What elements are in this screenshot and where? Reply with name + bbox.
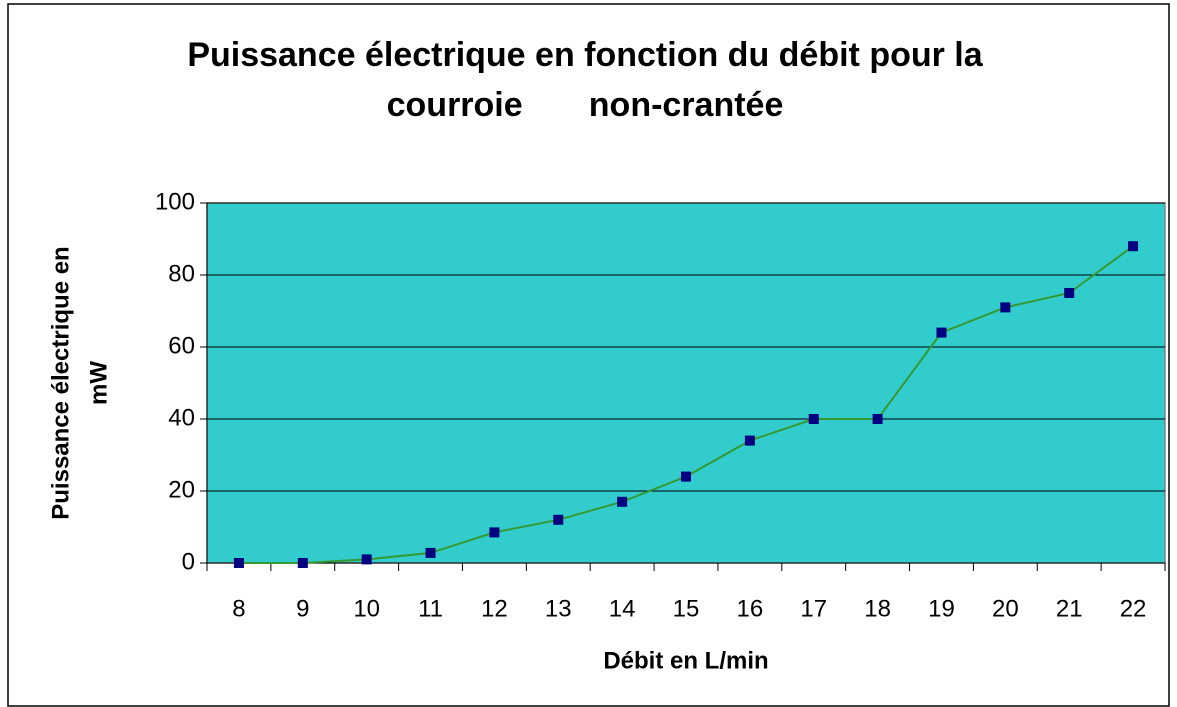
data-point [936,327,947,338]
data-point [297,558,308,568]
y-tick-label: 80 [168,260,195,287]
x-tick-label: 18 [864,595,891,622]
data-point [1000,302,1011,313]
data-point [361,554,372,565]
x-tick-label: 11 [418,595,443,622]
data-point [808,414,819,424]
y-tick-label: 20 [168,476,195,503]
x-tick-label: 16 [737,595,764,622]
x-tick-label: 13 [545,595,572,622]
data-point [425,547,436,558]
y-tick-label: 0 [182,548,195,575]
chart-title: courroie non-crantée [387,86,784,124]
data-point [681,471,691,482]
chart-title: Puissance électrique en fonction du débi… [187,36,983,74]
y-tick-label: 100 [155,188,195,215]
x-tick-label: 12 [481,595,508,622]
x-tick-label: 19 [928,595,955,622]
x-tick-label: 9 [296,595,309,622]
x-tick-label: 22 [1120,595,1147,622]
x-tick-label: 15 [673,595,700,622]
x-tick-label: 17 [800,595,827,622]
x-tick-label: 10 [353,595,380,622]
y-tick-label: 60 [168,332,195,359]
plot-area [206,202,1166,564]
x-tick-label: 14 [609,595,636,622]
y-tick-label: 40 [168,404,195,431]
data-point [744,435,755,446]
x-tick-label: 21 [1056,595,1083,622]
data-point [1128,241,1139,252]
data-point [872,414,883,424]
x-tick-label: 20 [992,595,1019,622]
y-axis-title: Puissance électrique en [47,246,74,519]
data-point [489,527,500,538]
x-axis-title: Débit en L/min [603,647,768,674]
x-tick-label: 8 [232,595,245,622]
y-axis-title: mW [85,361,112,405]
data-point [553,514,564,525]
data-point [617,496,628,507]
data-point [233,558,244,568]
data-point [1064,288,1075,298]
